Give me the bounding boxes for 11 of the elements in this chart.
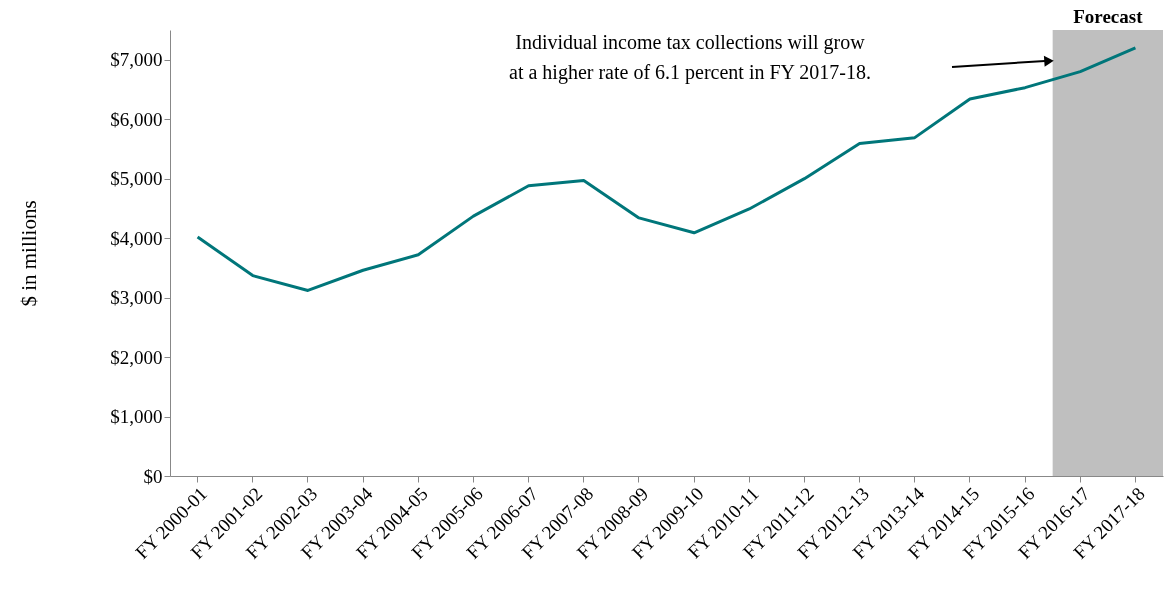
y-tick-label: $0 (143, 465, 163, 487)
y-tick-label: $4,000 (110, 227, 163, 249)
y-tick-label: $6,000 (110, 108, 163, 130)
y-tick-label: $3,000 (110, 287, 163, 309)
y-tick-label: $7,000 (110, 49, 163, 71)
y-tick-label: $2,000 (110, 346, 163, 368)
y-axis-title: $ in millions (17, 200, 42, 307)
annotation: Individual income tax collections will grow at a higher rate of 6.1 percent in FY 2017-18. (509, 31, 871, 84)
band-label: Forecast (1073, 6, 1144, 27)
y-tick-label: $1,000 (110, 406, 163, 428)
y-tick-label: $5,000 (110, 168, 163, 190)
